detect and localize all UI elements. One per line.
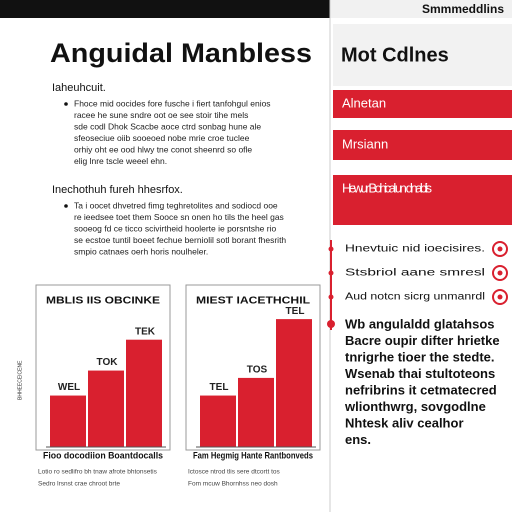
bar [276, 319, 312, 447]
sidebar-tab-label: Alnetan [342, 95, 386, 110]
chart-caption: Fam Hegmig Hante Rantbonveds [193, 450, 313, 460]
paragraph-line: se ecstoe tuntil boeet fechue berniolil … [74, 235, 286, 245]
top-bar-right [330, 0, 512, 18]
sidebar-tab [333, 175, 512, 225]
chart-note: Sedro lrsnst crae chroot brte [38, 481, 120, 488]
bar-annotation: TOS [247, 365, 268, 376]
timeline-dot [328, 294, 334, 300]
brand: Smmmeddlins [422, 2, 504, 16]
timeline-dot [328, 246, 334, 252]
quote-line: nefribrins it cetmatecred [345, 382, 497, 397]
chart-title: MBLIS IIS OBCINKE [46, 296, 160, 307]
paragraph-line: sfeoseciue oiib sooeoed nobe mrie croe t… [74, 133, 250, 143]
quote-line: Wb angulaldd glatahsos [345, 316, 495, 331]
bullet [64, 204, 68, 208]
bar-annotation: TEK [135, 326, 156, 337]
bar-annotation: TOK [97, 357, 119, 368]
sidebar-tab [333, 130, 512, 160]
bar [88, 370, 124, 447]
sidebar-title: Mot Cdlnes [341, 44, 449, 66]
quote-line: wlionthwrg, sovgodlne [344, 399, 486, 414]
item-icon-dot [497, 270, 503, 276]
item-label: Hnevtuic nid ioecisires. [345, 244, 485, 255]
paragraph-line: elig lnre tscle weeel ehn. [74, 156, 167, 166]
paragraph-line: Ta i oocet dhvetred fimg teghretolites a… [74, 200, 278, 210]
item-icon-dot [497, 246, 503, 252]
paragraph-line: sooeog fd ce ticco scivirtheid hoolerte … [74, 223, 276, 233]
chart-caption: Fioo docodiion Boantdocalls [43, 450, 163, 460]
chart-note: Lotio ro sedlifro bh tnaw afrote bhtonse… [38, 469, 158, 476]
quote-line: Nhtesk aliv cealhor [345, 415, 464, 430]
quote-line: Bacre oupir difter hrietke [345, 333, 500, 348]
item-icon-dot [497, 294, 503, 300]
bar-annotation: TEL [286, 306, 305, 317]
quote-line: Wsenab thai stultoteons [345, 366, 495, 381]
section-heading: Iaheuhcuit. [52, 82, 106, 94]
paragraph-line: sde codl Dhok Scacbe aoce ctrd sonbag hu… [74, 121, 261, 131]
item-label: Aud notcn sicrg unmanrdl [345, 292, 485, 303]
bullet [64, 102, 68, 106]
timeline-dot [327, 320, 335, 328]
sidebar-header-bg [333, 24, 512, 86]
main-title: Anguidal Manbless [50, 38, 312, 68]
bar [238, 377, 274, 447]
paragraph-line: re ieedsee toet them Sooce sn onen ho ti… [74, 212, 284, 222]
sidebar-tab [333, 90, 512, 118]
bar [126, 339, 162, 447]
sidebar-tab-label: Hewur Bohical un dnablis [342, 180, 433, 195]
item-label: Stsbriol aane smresl [345, 268, 485, 279]
bar [50, 395, 86, 447]
paragraph-line: smpio catnaes oerh horis noulheler. [74, 246, 208, 256]
top-bar [0, 0, 330, 18]
chart-title: MIEST IACETHCHIL [196, 296, 310, 307]
timeline-dot [328, 270, 334, 276]
chart-note: Ictosce ntrod tlis sere dtcortt tos [188, 469, 281, 476]
paragraph-line: Fhoce mid oocides fore fusche i fiert ta… [74, 98, 271, 108]
quote-line: tnrigrhe tioer the stedte. [345, 349, 495, 364]
quote-line: ens. [345, 432, 371, 447]
bar-annotation: WEL [58, 382, 80, 393]
chart-note: Fom mcuw Bhornhss neo dosh [188, 481, 278, 488]
paragraph-line: orhiy oht ee ood hlwy tne conot sheenrd … [74, 144, 252, 154]
sidebar-tab-label: Mrsiann [342, 136, 388, 151]
bar [200, 395, 236, 447]
side-label: BHHEECEICENE [17, 360, 23, 400]
bar-annotation: TEL [210, 382, 229, 393]
paragraph-line: racee he sune sndre oot oe see stoir tih… [74, 110, 248, 120]
section-heading: Inechothuh fureh hhesrfox. [52, 184, 183, 196]
